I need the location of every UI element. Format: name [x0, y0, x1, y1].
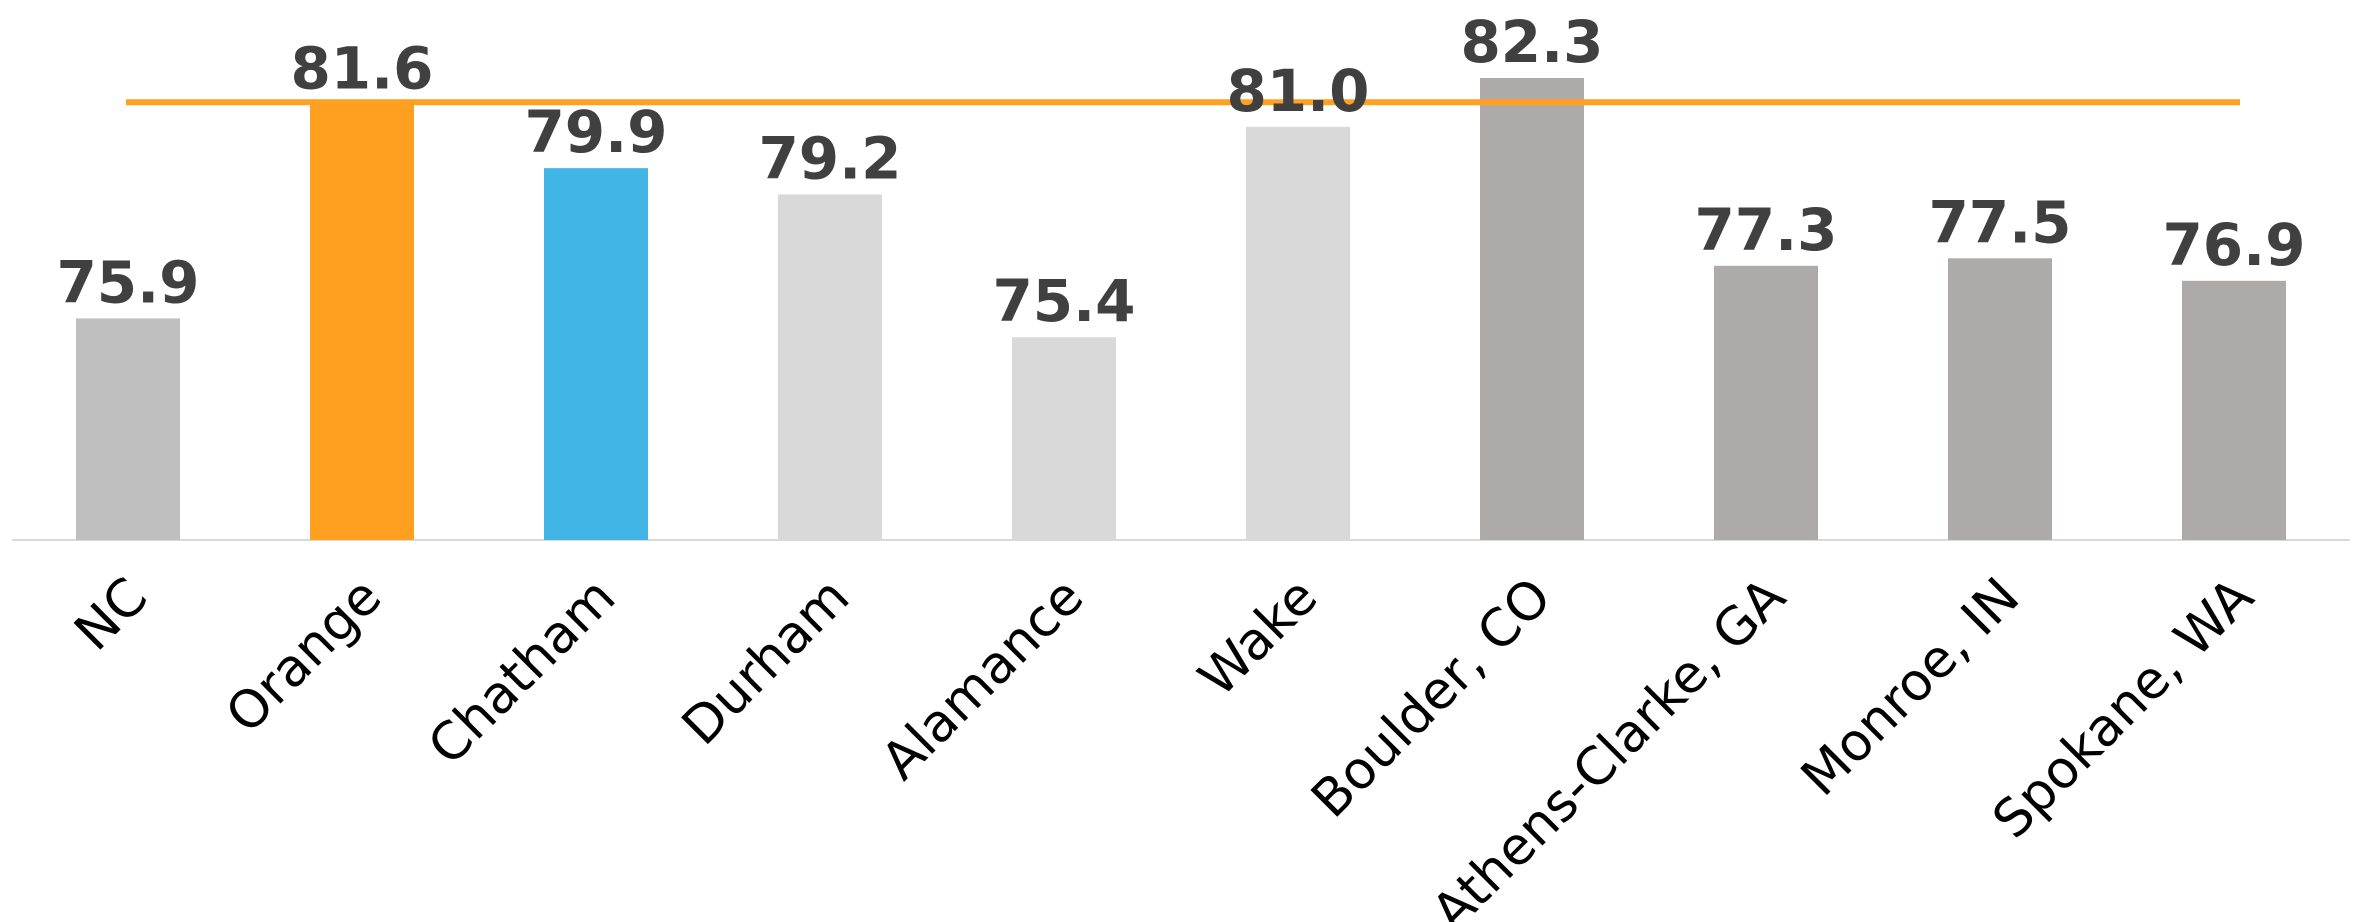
bar-value-label: 75.9 — [56, 248, 199, 316]
bar — [310, 104, 414, 540]
bar-value-label: 77.5 — [1928, 188, 2071, 256]
bar-value-label: 77.3 — [1694, 196, 1837, 264]
bar — [1012, 337, 1116, 540]
bar-value-label: 79.2 — [758, 124, 901, 192]
category-label: Alamance — [870, 567, 1095, 792]
bar-value-label: 81.6 — [290, 34, 433, 102]
category-label: Wake — [1188, 567, 1330, 709]
category-label: Durham — [671, 567, 861, 757]
bar — [544, 168, 648, 540]
bar — [1246, 126, 1350, 540]
bar — [1948, 258, 2052, 540]
bar-value-label: 81.0 — [1226, 57, 1369, 125]
category-label: Monroe, IN — [1790, 567, 2031, 808]
category-label: Boulder, CO — [1300, 567, 1563, 830]
category-label: Orange — [215, 567, 393, 745]
bar — [76, 318, 180, 540]
bar — [778, 194, 882, 540]
bar — [1714, 265, 1818, 540]
bar-value-label: 75.4 — [992, 267, 1135, 335]
bar-value-label: 76.9 — [2162, 211, 2305, 279]
category-label: NC — [64, 567, 160, 663]
bar-value-label: 79.9 — [524, 98, 667, 166]
category-label: Chatham — [417, 567, 627, 777]
bar — [1480, 78, 1584, 540]
bar-value-label: 82.3 — [1460, 8, 1603, 76]
bar — [2182, 280, 2286, 540]
